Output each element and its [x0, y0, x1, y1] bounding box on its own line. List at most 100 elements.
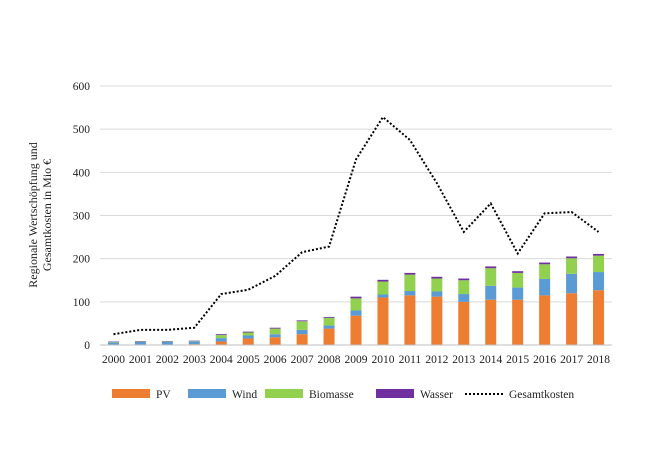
bar-biomasse-2004: [215, 335, 227, 339]
bar-biomasse-2014: [485, 268, 497, 286]
bar-biomasse-2007: [296, 321, 308, 330]
bar-wasser-2008: [323, 316, 335, 318]
bar-wind-2011: [404, 291, 416, 296]
bar-wasser-2011: [404, 272, 416, 275]
x-tick-label: 2007: [291, 354, 314, 366]
bar-wind-2009: [350, 310, 362, 316]
bar-wind-2002: [161, 341, 173, 345]
bar-wind-2010: [377, 294, 389, 298]
bar-wasser-2016: [539, 262, 551, 265]
bar-wind-2015: [512, 287, 524, 300]
y-tick-label: 200: [73, 254, 91, 266]
x-tick-label: 2004: [210, 354, 233, 366]
x-tick-label: 2018: [587, 354, 610, 366]
bar-pv-2010: [377, 297, 389, 345]
legend-label-wind: Wind: [232, 389, 257, 401]
x-tick-label: 2003: [183, 354, 206, 366]
x-tick-label: 2002: [156, 354, 179, 366]
x-tick-label: 2000: [102, 354, 125, 366]
bar-wind-2017: [566, 273, 578, 294]
legend-label-pv: PV: [156, 389, 171, 401]
y-tick-label: 500: [73, 124, 91, 136]
bar-pv-2012: [431, 296, 443, 345]
x-tick-label: 2009: [345, 354, 368, 366]
bar-wind-2003: [188, 341, 200, 345]
bar-pv-2008: [323, 328, 335, 345]
cost-line-group: [113, 115, 600, 336]
bar-wind-2001: [134, 341, 146, 345]
bar-wasser-2005: [242, 331, 254, 333]
bar-biomasse-2015: [512, 272, 524, 288]
legend: PV Wind Biomasse Wasser Gesamtkosten: [112, 389, 574, 401]
bar-wasser-2009: [350, 296, 362, 299]
bar-biomasse-2016: [539, 264, 551, 279]
bar-wind-2000: [107, 342, 119, 345]
bar-wasser-2012: [431, 276, 443, 279]
legend-label-biomasse: Biomasse: [309, 389, 354, 401]
legend-label-gesamtkosten: Gesamtkosten: [509, 389, 574, 401]
x-tick-label: 2012: [425, 354, 448, 366]
gridlines: [100, 85, 612, 303]
bar-pv-2017: [566, 293, 578, 345]
bars: [107, 253, 605, 345]
y-tick-label: 0: [84, 340, 90, 352]
bar-wasser-2004: [215, 334, 227, 336]
bar-wasser-2006: [269, 327, 281, 329]
bar-pv-2016: [539, 295, 551, 345]
bar-biomasse-2010: [377, 281, 389, 295]
x-tick-label: 2015: [506, 354, 529, 366]
bar-wasser-2013: [458, 278, 470, 281]
x-tick-label: 2013: [452, 354, 475, 366]
bar-biomasse-2006: [269, 328, 281, 335]
bar-pv-2009: [350, 315, 362, 345]
x-tick-label: 2016: [533, 354, 556, 366]
x-tick-label: 2010: [371, 354, 394, 366]
bar-wasser-2010: [377, 279, 389, 282]
bar-wind-2013: [458, 294, 470, 302]
bar-pv-2011: [404, 295, 416, 345]
y-tick-label: 300: [73, 211, 91, 223]
x-tick-label: 2008: [318, 354, 341, 366]
line-gesamtkosten: [113, 115, 600, 336]
bar-wind-2004: [215, 338, 227, 342]
y-axis: 0 100 200 300 400 500 600: [73, 81, 91, 352]
y-tick-label: 100: [73, 297, 91, 309]
x-tick-label: 2017: [560, 354, 583, 366]
legend-swatch-wasser: [376, 389, 414, 398]
bar-pv-2007: [296, 334, 308, 345]
bar-biomasse-2018: [593, 255, 605, 273]
x-axis: 2000 2001 2002 2003 2004 2005 2006 2007 2008 2009…: [100, 344, 612, 366]
x-tick-label: 2006: [264, 354, 287, 366]
x-tick-label: 2005: [237, 354, 260, 366]
bar-wind-2007: [296, 329, 308, 335]
bar-biomasse-2008: [323, 317, 335, 326]
bar-pv-2018: [593, 290, 605, 345]
bar-biomasse-2017: [566, 258, 578, 274]
bar-pv-2014: [485, 299, 497, 345]
bar-wind-2014: [485, 285, 497, 300]
bar-pv-2015: [512, 299, 524, 345]
bar-pv-2006: [269, 337, 281, 345]
bar-biomasse-2012: [431, 278, 443, 292]
x-tick-label: 2001: [129, 354, 152, 366]
bar-wind-2008: [323, 325, 335, 329]
y-tick-label: 400: [73, 167, 91, 179]
bar-biomasse-2013: [458, 280, 470, 295]
x-tick-label: 2014: [479, 354, 502, 366]
bar-wind-2012: [431, 291, 443, 297]
y-axis-title-line-1: Regionale Wertschöpfung und: [26, 142, 40, 287]
bar-wind-2018: [593, 272, 605, 291]
bar-wasser-2017: [566, 256, 578, 259]
bar-wind-2005: [242, 335, 254, 339]
legend-label-wasser: Wasser: [420, 389, 453, 401]
bar-wasser-2007: [296, 320, 308, 322]
x-tick-label: 2011: [399, 354, 422, 366]
bar-pv-2013: [458, 301, 470, 345]
bar-pv-2004: [215, 341, 227, 345]
bar-pv-2005: [242, 338, 254, 345]
bar-wasser-2018: [593, 253, 605, 256]
legend-swatch-biomasse: [265, 389, 303, 398]
legend-swatch-wind: [188, 389, 226, 398]
legend-swatch-pv: [112, 389, 150, 398]
